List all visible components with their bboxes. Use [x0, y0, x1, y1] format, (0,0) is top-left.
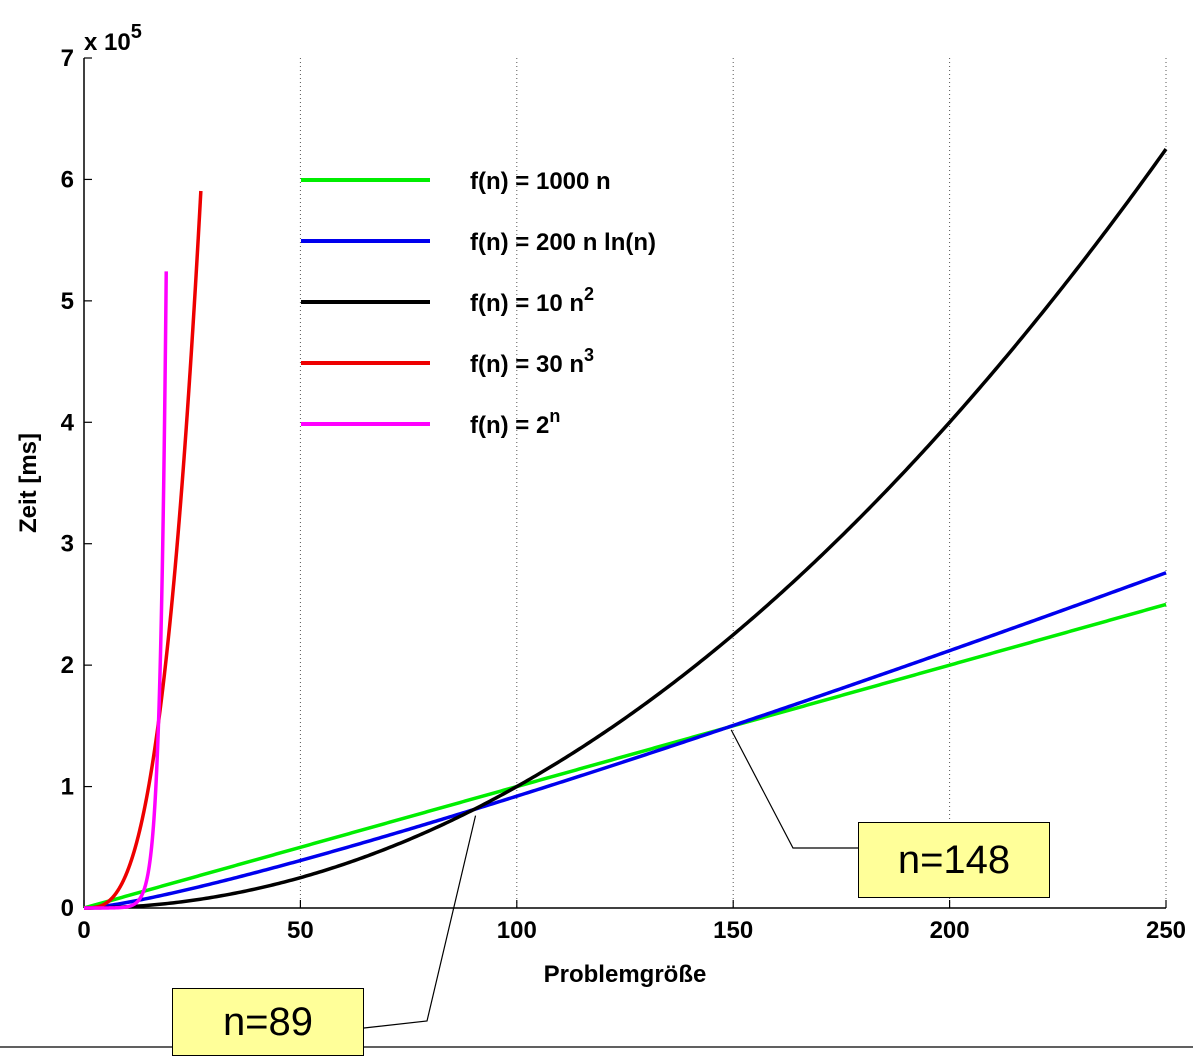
legend-entry-label: f(n) = 10 n2 — [470, 284, 594, 317]
y-tick-label: 5 — [61, 288, 74, 315]
annotation-leader-line — [730, 729, 858, 849]
grid-lines — [299, 58, 1167, 908]
y-tick-label: 1 — [61, 774, 74, 801]
x-tick-label: 150 — [713, 917, 753, 944]
x-tick-label: 250 — [1146, 917, 1186, 944]
x-axis-title: Problemgröße — [544, 961, 707, 988]
legend: f(n) = 1000 n f(n) = 200 n ln(n) f(n) = 10… — [301, 168, 656, 439]
series — [83, 148, 1168, 910]
axes — [83, 58, 1166, 909]
series-line — [84, 271, 168, 910]
series-line — [83, 602, 1167, 910]
legend-entry-label: f(n) = 2n — [470, 406, 560, 439]
y-tick-label: 0 — [61, 895, 74, 922]
x-tick-label: 0 — [77, 917, 90, 944]
x-tick-label: 50 — [287, 917, 314, 944]
y-tick-label: 3 — [61, 531, 74, 558]
legend-entry-label: f(n) = 1000 n — [470, 168, 611, 195]
series-line — [84, 190, 203, 910]
annotation-leaders — [363, 729, 858, 1029]
series-line — [88, 571, 1167, 910]
annotation-leader-line — [363, 815, 477, 1029]
y-tick-label: 7 — [61, 45, 74, 72]
y-axis-title: Zeit [ms] — [15, 433, 42, 533]
y-tick-label: 6 — [61, 166, 74, 193]
annotation-n148: n=148 — [858, 822, 1050, 898]
legend-entry-label: f(n) = 200 n ln(n) — [470, 229, 656, 256]
y-multiplier-label: x 105 — [84, 21, 142, 56]
x-tick-label: 200 — [930, 917, 970, 944]
legend-entry-label: f(n) = 30 n3 — [470, 345, 594, 378]
series-line — [84, 148, 1168, 910]
y-tick-label: 4 — [61, 409, 75, 436]
x-tick-label: 100 — [497, 917, 537, 944]
y-tick-label: 2 — [61, 652, 74, 679]
ticks: 0 50 100 150 200 250 0 1 2 3 4 5 6 7 — [61, 45, 1186, 944]
annotation-n89: n=89 — [172, 988, 364, 1056]
